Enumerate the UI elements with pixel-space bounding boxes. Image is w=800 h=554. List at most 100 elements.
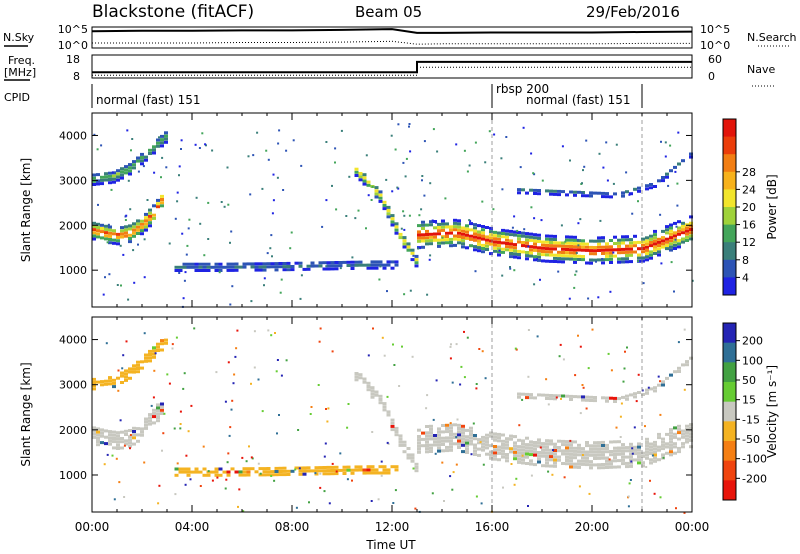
heat-cell bbox=[537, 460, 541, 464]
heat-cell bbox=[100, 236, 104, 240]
heat-cell bbox=[346, 264, 351, 267]
heat-scatter-cell bbox=[585, 139, 588, 142]
heat-scatter-cell bbox=[674, 238, 677, 241]
heat-cell bbox=[657, 250, 661, 254]
heat-cell bbox=[661, 245, 665, 249]
heat-cell bbox=[569, 254, 573, 258]
heat-scatter-cell bbox=[137, 170, 140, 173]
heat-cell bbox=[529, 449, 533, 453]
heat-cell bbox=[374, 192, 379, 196]
heat-cell bbox=[601, 447, 605, 451]
heat-cell bbox=[569, 446, 573, 450]
heat-cell bbox=[553, 244, 557, 248]
noise-right-tick-bottom: 10^0 bbox=[700, 39, 730, 52]
heat-cell bbox=[649, 256, 653, 260]
x-tick-label: 20:00 bbox=[575, 520, 610, 534]
heat-scatter-cell bbox=[472, 422, 475, 425]
heat-cell bbox=[469, 433, 473, 436]
noise-right-tick-top: 10^5 bbox=[700, 23, 730, 36]
colorbar-tick-label: -200 bbox=[742, 472, 767, 485]
heat-cell bbox=[545, 439, 549, 443]
heat-cell bbox=[104, 224, 108, 228]
heat-cell bbox=[613, 248, 617, 252]
heat-cell bbox=[501, 446, 505, 450]
heat-scatter-cell bbox=[97, 203, 99, 206]
heat-scatter-cell bbox=[553, 444, 556, 447]
heat-scatter-cell bbox=[386, 395, 389, 398]
heat-scatter-cell bbox=[560, 397, 562, 400]
heat-cell bbox=[557, 449, 561, 453]
heat-cell bbox=[605, 258, 609, 262]
heat-cell bbox=[457, 219, 461, 223]
heat-cell bbox=[517, 438, 521, 442]
heat-cell bbox=[517, 231, 521, 234]
heat-cell bbox=[537, 444, 541, 448]
heat-cell bbox=[402, 239, 407, 243]
heat-cell bbox=[370, 392, 375, 396]
heat-cell bbox=[593, 239, 597, 243]
heat-cell bbox=[513, 447, 517, 451]
heat-cell bbox=[116, 434, 120, 438]
heat-scatter-cell bbox=[130, 149, 132, 152]
heat-scatter-cell bbox=[233, 373, 236, 376]
heat-cell bbox=[226, 262, 231, 266]
heat-cell bbox=[421, 245, 425, 249]
noise-left-tick-top: 10^5 bbox=[58, 23, 88, 36]
heat-scatter-cell bbox=[633, 426, 636, 429]
heat-cell bbox=[673, 165, 677, 169]
heat-cell bbox=[461, 437, 465, 441]
heat-scatter-cell bbox=[211, 149, 214, 152]
heat-scatter-cell bbox=[266, 252, 269, 255]
heat-cell bbox=[497, 253, 501, 257]
heat-cell bbox=[354, 378, 359, 382]
heat-cell bbox=[406, 248, 411, 252]
heat-cell bbox=[569, 245, 573, 248]
heat-cell bbox=[104, 442, 108, 446]
heat-cell bbox=[92, 237, 96, 241]
heat-cell bbox=[601, 463, 605, 466]
heat-cell bbox=[136, 433, 140, 437]
heat-cell bbox=[148, 152, 152, 155]
heat-cell bbox=[677, 370, 681, 373]
heat-cell bbox=[148, 211, 152, 215]
heat-scatter-cell bbox=[226, 166, 229, 169]
heat-scatter-cell bbox=[659, 213, 662, 216]
heat-cell bbox=[132, 160, 136, 164]
heat-cell bbox=[545, 455, 549, 458]
heat-scatter-cell bbox=[513, 483, 516, 486]
heat-cell bbox=[489, 252, 493, 256]
heat-cell bbox=[262, 265, 267, 269]
heat-cell bbox=[206, 269, 211, 272]
heat-cell bbox=[641, 237, 645, 241]
heat-scatter-cell bbox=[331, 462, 334, 465]
heat-cell bbox=[358, 175, 363, 179]
heat-cell bbox=[529, 440, 533, 444]
heat-cell bbox=[338, 468, 343, 472]
heat-scatter-cell bbox=[501, 274, 504, 277]
heat-scatter-cell bbox=[547, 403, 550, 406]
heat-scatter-cell bbox=[577, 334, 579, 337]
heat-scatter-cell bbox=[158, 136, 160, 139]
heat-cell bbox=[601, 252, 605, 255]
heat-scatter-cell bbox=[398, 385, 401, 387]
heat-cell bbox=[174, 269, 179, 272]
heat-cell bbox=[136, 228, 140, 232]
heat-cell bbox=[234, 265, 239, 269]
heat-cell bbox=[354, 372, 359, 375]
heat-scatter-cell bbox=[103, 463, 106, 466]
heat-scatter-cell bbox=[559, 343, 562, 346]
heat-scatter-cell bbox=[100, 144, 103, 147]
heat-cell bbox=[573, 245, 577, 249]
heat-scatter-cell bbox=[199, 485, 202, 487]
heat-cell bbox=[294, 466, 299, 470]
heat-cell bbox=[657, 432, 661, 436]
heat-cell bbox=[314, 472, 319, 476]
heat-scatter-cell bbox=[408, 214, 411, 217]
heat-cell bbox=[182, 262, 187, 266]
heat-cell bbox=[148, 413, 152, 417]
heat-scatter-cell bbox=[165, 166, 168, 169]
heat-scatter-cell bbox=[181, 232, 184, 235]
heat-cell bbox=[589, 460, 593, 464]
heat-cell bbox=[689, 356, 693, 360]
heat-cell bbox=[108, 439, 112, 443]
